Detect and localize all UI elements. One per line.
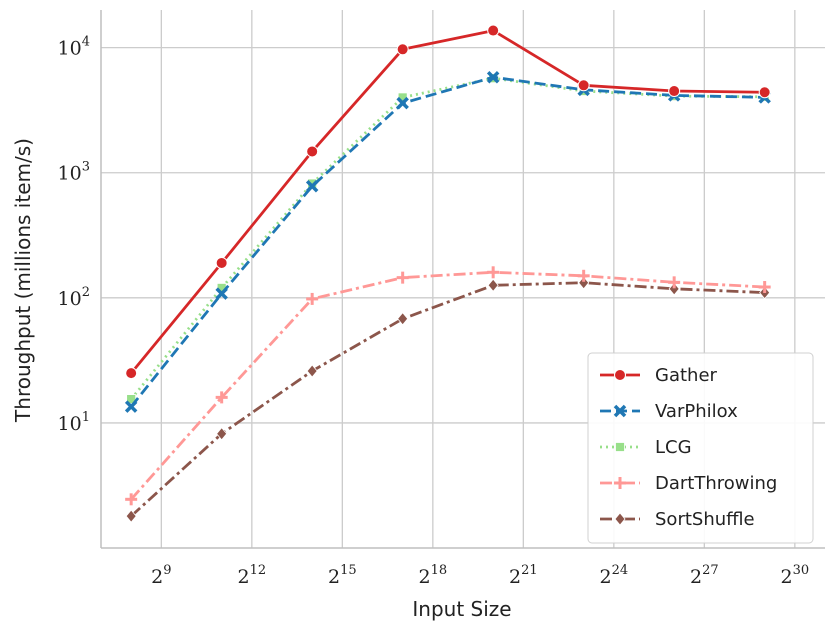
- y-tick-label: 104: [58, 35, 90, 60]
- tick-exponent: 15: [340, 563, 357, 578]
- legend-marker: [615, 442, 625, 452]
- tick-exponent: 9: [163, 563, 171, 578]
- series-line: [130, 270, 765, 501]
- tick-exponent: 12: [250, 563, 267, 578]
- tick-exponent: 24: [612, 563, 629, 578]
- x-tick-label: 215: [328, 563, 357, 588]
- data-point: [125, 493, 138, 506]
- series-line: [130, 75, 765, 408]
- x-tick-labels: 29 212 215 218 221 224 227 230: [151, 563, 809, 588]
- legend-label: SortShuffle: [655, 509, 755, 530]
- tick-base: 2: [151, 566, 163, 588]
- data-point: [124, 400, 138, 413]
- tick-exponent: 2: [82, 285, 90, 300]
- data-point: [215, 391, 228, 404]
- data-point: [578, 276, 590, 290]
- tick-exponent: 21: [521, 563, 538, 578]
- y-axis-title: Throughput (millions item/s): [11, 138, 35, 423]
- data-point: [396, 43, 409, 56]
- legend-label: Gather: [655, 365, 718, 386]
- data-point: [125, 509, 137, 523]
- legend-item-dartthrowing: DartThrowing: [600, 473, 777, 494]
- data-point: [396, 271, 409, 284]
- data-point: [306, 292, 319, 305]
- y-tick-label: 102: [58, 285, 90, 310]
- x-tick-label: 29: [151, 563, 171, 588]
- data-point: [486, 71, 500, 84]
- data-point: [397, 312, 409, 326]
- legend-marker: [614, 477, 626, 489]
- legend-box: [587, 352, 814, 544]
- tick-base: 10: [58, 163, 82, 185]
- data-point: [487, 266, 500, 279]
- legend-item-lcg: LCG: [600, 437, 692, 458]
- series-sortshuffle: [125, 276, 771, 523]
- tick-exponent: 30: [793, 563, 810, 578]
- legend-label: VarPhilox: [655, 401, 738, 422]
- legend-label: DartThrowing: [655, 473, 777, 494]
- tick-exponent: 3: [82, 160, 90, 175]
- tick-exponent: 4: [82, 35, 90, 50]
- x-tick-label: 227: [690, 563, 719, 588]
- data-point: [306, 145, 319, 158]
- series-layer: [124, 24, 771, 523]
- x-tick-label: 224: [600, 563, 629, 588]
- tick-base: 10: [58, 413, 82, 435]
- data-point: [125, 367, 138, 380]
- y-tick-label: 101: [58, 410, 90, 435]
- data-point: [758, 86, 771, 99]
- tick-base: 2: [509, 566, 521, 588]
- series-dartthrowing: [125, 266, 771, 506]
- tick-exponent: 18: [431, 563, 448, 578]
- data-point: [306, 364, 318, 378]
- legend-item-varphilox: VarPhilox: [600, 401, 738, 422]
- x-tick-label: 218: [419, 563, 448, 588]
- tick-base: 2: [781, 566, 793, 588]
- series-line: [130, 76, 765, 400]
- tick-base: 10: [58, 288, 82, 310]
- legend-marker: [614, 369, 626, 381]
- data-point: [487, 24, 500, 37]
- grid-lines: [101, 10, 825, 548]
- legend-item-sortshuffle: SortShuffle: [600, 509, 755, 530]
- tick-base: 2: [238, 566, 250, 588]
- x-tick-label: 212: [238, 563, 267, 588]
- data-point: [487, 278, 499, 292]
- data-point: [396, 96, 409, 110]
- data-point: [577, 269, 590, 282]
- legend-marker: [613, 404, 627, 418]
- data-point: [305, 180, 319, 193]
- series-line: [130, 29, 765, 374]
- x-axis-title: Input Size: [412, 597, 511, 621]
- legend-label: LCG: [655, 437, 692, 458]
- legend: Gather VarPhilox LCG DartThrowing SortShuffl…: [587, 352, 814, 544]
- tick-exponent: 1: [82, 410, 90, 425]
- axes: [100, 10, 825, 549]
- data-point: [216, 427, 228, 441]
- data-point: [668, 85, 681, 98]
- data-point: [577, 79, 590, 92]
- tick-base: 2: [600, 566, 612, 588]
- legend-item-gather: Gather: [600, 365, 718, 386]
- data-point: [668, 276, 681, 289]
- tick-base: 2: [328, 566, 340, 588]
- y-tick-label: 103: [58, 160, 90, 185]
- x-tick-label: 230: [781, 563, 810, 588]
- data-point: [668, 282, 680, 296]
- series-line: [130, 281, 765, 518]
- tick-exponent: 27: [702, 563, 719, 578]
- tick-base: 2: [690, 566, 702, 588]
- data-point: [215, 287, 228, 300]
- x-tick-label: 221: [509, 563, 538, 588]
- tick-base: 10: [58, 38, 82, 60]
- data-point: [215, 256, 228, 269]
- series-gather: [125, 24, 771, 380]
- data-point: [758, 281, 771, 294]
- legend-marker: [614, 512, 626, 526]
- tick-base: 2: [419, 566, 431, 588]
